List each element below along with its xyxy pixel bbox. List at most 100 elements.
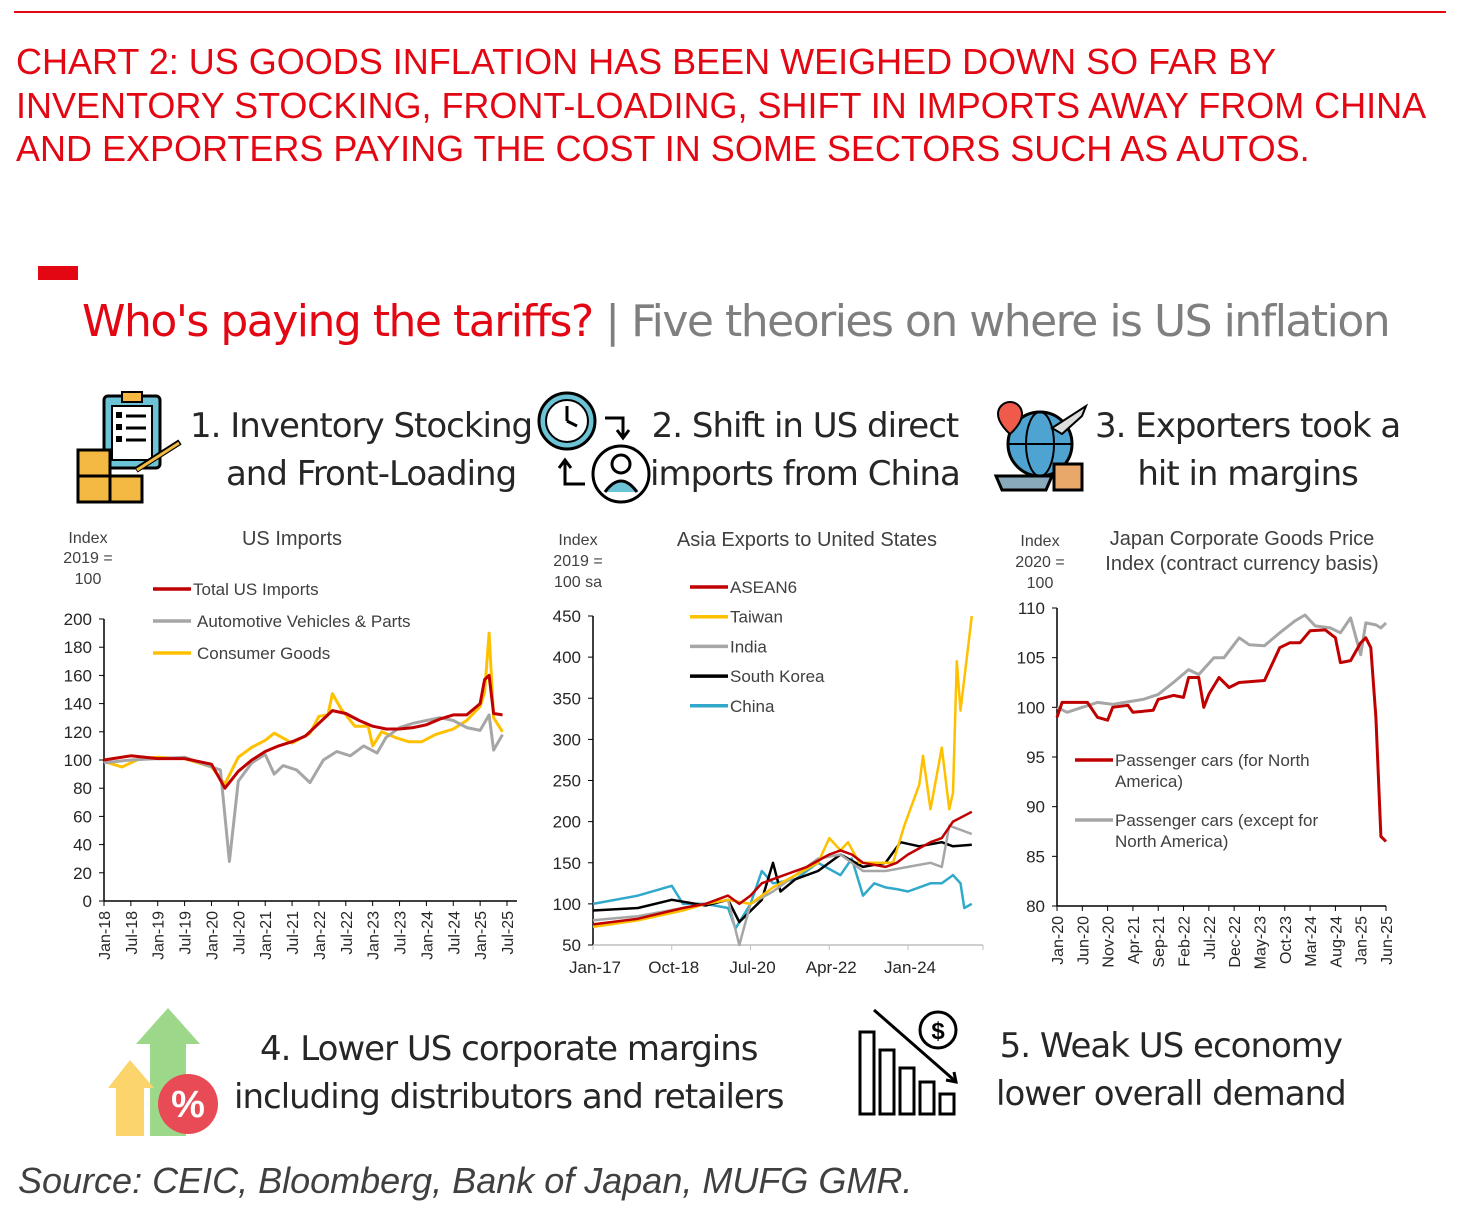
y-axis-unit-label: 2019 = [553,553,602,570]
y-tick-label: 90 [1026,798,1045,817]
chart-title: Index (contract currency basis) [1105,553,1378,575]
x-tick-label: Jul-24 [446,911,463,955]
legend-label: India [730,637,767,656]
theory-2-line1: 2. Shift in US direct [651,406,960,446]
y-tick-label: 100 [553,895,581,914]
x-tick-label: Jan-20 [1050,916,1067,965]
x-tick-label: Aug-24 [1328,916,1345,968]
theory-2: 2. Shift in US direct imports from China [650,402,961,498]
top-rule [14,11,1446,13]
x-tick-label: Nov-20 [1101,916,1118,968]
y-tick-label: 200 [64,610,92,629]
x-tick-label: Apr-21 [1126,916,1143,964]
x-tick-label: Jan-24 [884,958,936,977]
theory-1: 1. Inventory Stocking and Front-Loading [190,402,533,498]
y-tick-label: 250 [553,772,581,791]
y-tick-label: 105 [1017,649,1045,668]
x-tick-label: Jul-22 [1202,916,1219,960]
chart-title: Japan Corporate Goods Price [1110,528,1375,550]
series-line-automotive-vehicles-parts [103,713,504,863]
theory-5-line1: 5. Weak US economy [999,1026,1343,1066]
y-axis-unit-label: Index [558,532,597,549]
x-tick-label: Jan-23 [366,911,383,960]
x-tick-label: Jan-25 [1354,916,1371,965]
theory-1-line1: 1. Inventory Stocking [190,406,533,446]
y-tick-label: 150 [553,854,581,873]
x-tick-label: Oct-23 [1278,916,1295,964]
chart-heading: CHART 2: US GOODS INFLATION HAS BEEN WEI… [16,41,1425,169]
infographic-title: Who's paying the tariffs? | Five theorie… [82,296,1391,347]
y-tick-label: 180 [64,638,92,657]
legend-label: ASEAN6 [730,578,797,597]
y-axis-unit-label: Index [68,530,107,547]
theory-4: 4. Lower US corporate margins including d… [234,1025,785,1121]
y-tick-label: 80 [73,779,92,798]
clipboard-boxes-icon [76,391,182,504]
theory-3-line1: 3. Exporters took a [1095,406,1401,446]
theory-5: 5. Weak US economy lower overall demand [996,1022,1347,1118]
series-line-passenger-cars-for-north-america- [1055,628,1388,843]
legend-label: Total US Imports [193,580,319,599]
y-tick-label: 20 [73,864,92,883]
x-tick-label: May-23 [1252,916,1269,969]
x-tick-label: Oct-18 [648,958,699,977]
x-tick-label: Jan-24 [419,911,436,960]
y-axis-unit-label: Index [1020,533,1059,550]
x-tick-label: Mar-24 [1303,916,1320,967]
y-tick-label: 100 [1017,698,1045,717]
y-tick-label: 60 [73,807,92,826]
chart-title: Asia Exports to United States [677,529,937,551]
legend-label: North America) [1115,832,1228,851]
legend-label: China [730,697,775,716]
theory-3: 3. Exporters took a hit in margins [1095,402,1401,498]
x-tick-label: Jul-23 [393,911,410,955]
series-line-india [592,824,973,947]
x-tick-label: Jul-21 [285,911,302,955]
y-tick-label: 40 [73,836,92,855]
legend-label: South Korea [730,667,825,686]
x-tick-label: Jul-19 [178,911,195,955]
globe-shipping-icon [993,400,1089,492]
title-rest: Five theories on where is US inflation [631,296,1391,347]
declining-bars-dollar-icon: $ [858,1008,958,1116]
series-line-south-korea [592,840,972,924]
y-tick-label: 85 [1026,847,1045,866]
series-line-passenger-cars-except-for-north-america- [1056,613,1388,714]
x-tick-label: Jul-20 [729,958,775,977]
legend-label: Automotive Vehicles & Parts [197,612,411,631]
y-tick-label: 120 [64,723,92,742]
x-tick-label: Jan-18 [97,911,114,960]
percent-arrows-icon: % [108,1008,218,1136]
y-tick-label: 400 [553,648,581,667]
y-tick-label: 450 [553,607,581,626]
x-tick-label: Jul-20 [231,911,248,955]
source-note: Source: CEIC, Bloomberg, Bank of Japan, … [18,1160,913,1201]
y-axis-unit-label: 2020 = [1015,554,1064,571]
dollar-glyph: $ [931,1018,945,1045]
percent-glyph: % [171,1084,205,1126]
y-tick-label: 95 [1026,748,1045,767]
theory-1-line2: and Front-Loading [225,454,517,494]
x-tick-label: Apr-22 [806,958,857,977]
x-tick-label: Sep-21 [1151,916,1168,968]
clock-user-icon [537,391,651,504]
x-tick-label: Jun-25 [1379,916,1396,965]
legend-label: Passenger cars (for North [1115,751,1310,770]
legend-label: Consumer Goods [197,644,330,663]
series-line-asean6 [592,810,973,926]
y-axis-unit-label: 100 sa [554,574,602,591]
y-tick-label: 0 [83,892,92,911]
theory-3-line2: hit in margins [1137,454,1359,494]
theory-2-line2: imports from China [650,454,961,494]
theory-5-line2: lower overall demand [996,1074,1347,1114]
legend-label: Passenger cars (except for [1115,811,1318,830]
series-line-taiwan [592,615,974,929]
y-tick-label: 50 [562,936,581,955]
y-axis-unit-label: 2019 = [63,550,112,567]
x-tick-label: Jan-19 [151,911,168,960]
x-tick-label: Jun-20 [1075,916,1092,965]
y-tick-label: 200 [553,813,581,832]
x-tick-label: Jul-25 [500,911,517,955]
y-tick-label: 160 [64,666,92,685]
y-tick-label: 80 [1026,897,1045,916]
